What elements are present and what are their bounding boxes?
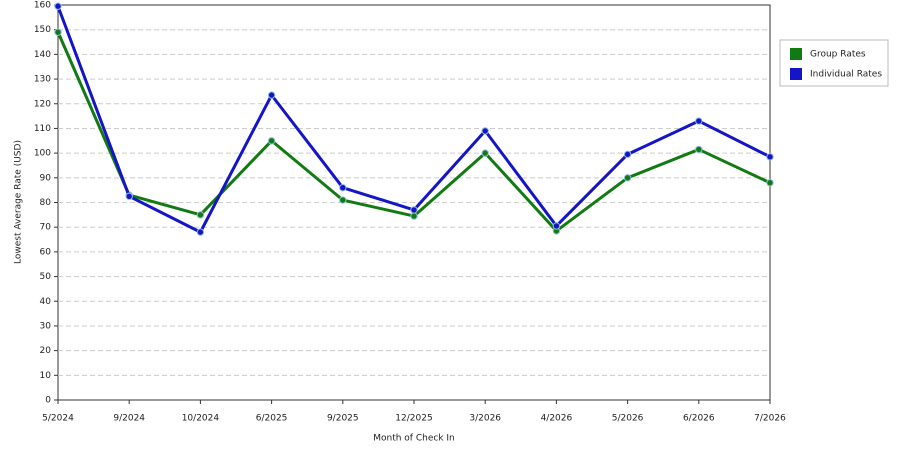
- legend-swatch: [790, 48, 802, 60]
- data-point: [410, 206, 418, 214]
- data-point: [766, 153, 774, 161]
- data-point: [339, 183, 347, 192]
- data-point: [481, 149, 489, 157]
- legend-label: Individual Rates: [810, 70, 882, 80]
- x-tick-label: 6/2025: [256, 414, 288, 424]
- y-tick-label: 130: [34, 75, 51, 85]
- data-point: [196, 228, 205, 236]
- y-tick-label: 100: [34, 149, 51, 159]
- data-point: [695, 117, 703, 125]
- x-tick-label: 10/2024: [182, 414, 220, 424]
- y-tick-label: 160: [34, 1, 51, 11]
- x-tick-label: 7/2026: [754, 414, 786, 424]
- x-tick-label: 9/2024: [113, 414, 145, 424]
- data-point: [267, 91, 276, 99]
- data-point: [54, 28, 62, 36]
- x-tick-label: 9/2025: [327, 414, 359, 424]
- y-tick-label: 10: [40, 371, 52, 381]
- legend-label: Group Rates: [810, 50, 866, 60]
- y-tick-label: 70: [40, 223, 52, 233]
- data-point: [766, 179, 774, 187]
- x-tick-label: 6/2026: [683, 414, 715, 424]
- y-tick-label: 140: [34, 50, 51, 60]
- data-point: [623, 150, 632, 159]
- legend-swatch: [790, 68, 802, 80]
- data-point: [623, 174, 632, 182]
- y-tick-label: 120: [34, 99, 51, 109]
- x-tick-label: 5/2024: [42, 414, 74, 424]
- x-axis-title: Month of Check In: [373, 434, 455, 444]
- y-tick-label: 90: [40, 173, 52, 183]
- y-tick-label: 150: [34, 25, 51, 35]
- data-point: [339, 196, 347, 204]
- y-tick-label: 110: [34, 124, 51, 134]
- x-tick-label: 5/2026: [612, 414, 644, 424]
- data-point: [695, 145, 703, 154]
- y-tick-label: 80: [40, 198, 52, 208]
- y-axis-title: Lowest Average Rate (USD): [14, 140, 24, 264]
- y-tick-label: 30: [40, 321, 52, 331]
- data-point: [196, 211, 205, 219]
- x-tick-label: 3/2026: [469, 414, 501, 424]
- data-point: [410, 212, 418, 220]
- x-tick-label: 4/2026: [541, 414, 573, 424]
- data-point: [54, 2, 62, 10]
- y-tick-label: 50: [40, 272, 52, 282]
- data-point: [267, 137, 276, 145]
- y-tick-label: 40: [40, 297, 52, 307]
- data-point: [481, 127, 489, 135]
- data-point: [552, 222, 561, 230]
- x-tick-label: 12/2025: [395, 414, 432, 424]
- data-point: [125, 192, 133, 201]
- y-tick-label: 60: [40, 247, 52, 257]
- y-tick-label: 20: [40, 346, 52, 356]
- y-tick-label: 0: [45, 396, 51, 406]
